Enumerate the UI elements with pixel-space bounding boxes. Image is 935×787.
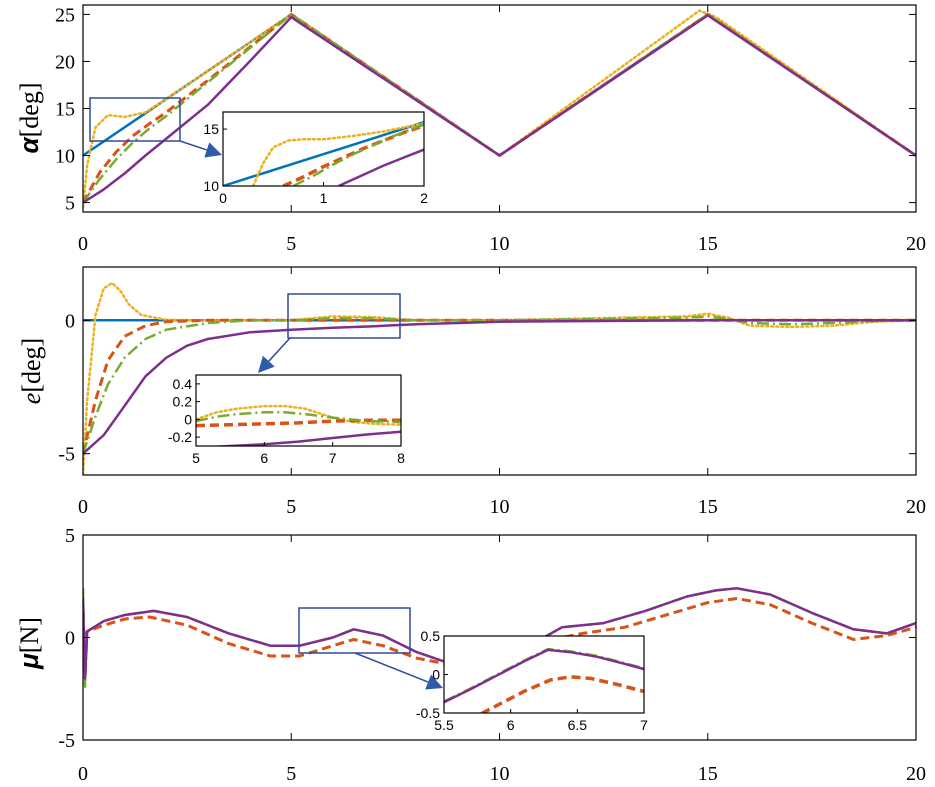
y-tick-label: 20 bbox=[55, 51, 75, 73]
zoom-arrow-line bbox=[179, 140, 208, 151]
zoom-region-box bbox=[89, 97, 181, 142]
inset-x-tick-label: 7 bbox=[329, 450, 337, 466]
x-tick-label: 15 bbox=[698, 763, 718, 785]
x-tick-label: 5 bbox=[286, 496, 296, 518]
zoom-arrow-line bbox=[268, 337, 291, 362]
inset-background bbox=[444, 636, 644, 713]
panel-1-series-3 bbox=[83, 13, 916, 204]
inset-x-tick-label: 8 bbox=[397, 450, 405, 466]
x-tick-label: 10 bbox=[490, 233, 510, 255]
inset-2-series-3 bbox=[206, 430, 401, 446]
panel-1-series-2 bbox=[83, 12, 916, 204]
y-tick-label: 10 bbox=[55, 146, 75, 168]
inset-y-tick-label: 10 bbox=[203, 178, 219, 194]
x-tick-label: 20 bbox=[906, 763, 926, 785]
inset-x-tick-label: 2 bbox=[420, 190, 428, 206]
inset-y-tick-label: 15 bbox=[203, 121, 219, 137]
y-tick-label: 5 bbox=[65, 193, 75, 215]
zoom-arrow-line bbox=[354, 652, 429, 683]
panel-2-series-1 bbox=[83, 281, 916, 475]
inset-y-tick-label: 0 bbox=[432, 667, 440, 683]
y-tick-label: 5 bbox=[65, 525, 75, 547]
y-tick-label: -5 bbox=[58, 730, 75, 752]
y-axis-label: e[deg] bbox=[17, 338, 46, 404]
y-tick-label: 0 bbox=[65, 310, 75, 332]
y-axis-label: μ[N] bbox=[14, 617, 44, 670]
inset-3: 5.5 6 6.5 7 0.5 0 -0.5 bbox=[416, 628, 648, 733]
panel-2: 0 5 10 15 20-50e[deg]5 6 7 80.40.20-0.2 bbox=[17, 266, 926, 518]
x-tick-label: 10 bbox=[490, 763, 510, 785]
inset-x-tick-label: 6 bbox=[507, 717, 515, 733]
inset-2-series-0 bbox=[196, 404, 401, 426]
inset-1-series-4 bbox=[338, 148, 424, 186]
zoom-arrow-head bbox=[204, 142, 222, 158]
y-axis-label-symbol: α bbox=[14, 135, 44, 153]
y-axis-label-unit: [N] bbox=[15, 617, 44, 653]
y-axis-label-unit: [deg] bbox=[15, 83, 44, 138]
panel-1-series-4 bbox=[83, 14, 916, 204]
x-tick-label: 10 bbox=[490, 496, 510, 518]
inset-x-tick-label: 6 bbox=[260, 450, 268, 466]
x-tick-label: 0 bbox=[78, 233, 88, 255]
y-tick-label: -5 bbox=[58, 444, 75, 466]
inset-3-series-2 bbox=[444, 648, 644, 704]
panel-2-series-3 bbox=[83, 315, 916, 455]
inset-background bbox=[223, 112, 424, 186]
inset-1: 0 1 2 10 15 bbox=[203, 111, 428, 206]
y-tick-label: 25 bbox=[55, 4, 75, 26]
zoom-region-box bbox=[287, 293, 401, 339]
inset-x-tick-label: 0 bbox=[219, 190, 227, 206]
inset-y-tick-label: 0.5 bbox=[421, 628, 441, 644]
inset-x-tick-label: 5.5 bbox=[434, 717, 454, 733]
x-tick-label: 20 bbox=[906, 233, 926, 255]
inset-y-tick-label: 0.4 bbox=[173, 376, 193, 392]
x-tick-label: 0 bbox=[78, 763, 88, 785]
inset-x-tick-label: 1 bbox=[320, 190, 328, 206]
inset-x-tick-label: 5 bbox=[192, 450, 200, 466]
inset-2-series-2 bbox=[196, 411, 401, 424]
inset-y-tick-label: -0.5 bbox=[416, 705, 440, 721]
inset-1-series-1 bbox=[251, 122, 424, 186]
inset-x-tick-label: 6.5 bbox=[568, 717, 588, 733]
x-tick-label: 5 bbox=[286, 233, 296, 255]
panel-3-series-2 bbox=[83, 587, 916, 680]
zoom-region-box bbox=[298, 607, 411, 654]
y-axis-label: α[deg] bbox=[14, 83, 44, 154]
x-tick-label: 0 bbox=[78, 496, 88, 518]
x-tick-label: 20 bbox=[906, 496, 926, 518]
inset-1-series-3 bbox=[292, 123, 424, 186]
y-axis-label-symbol: e bbox=[17, 393, 46, 405]
zoom-arrow-head bbox=[258, 355, 275, 373]
inset-2: 5 6 7 8 0.4 0.20 -0.2 bbox=[168, 374, 405, 466]
panel-3-series-0 bbox=[83, 597, 916, 668]
zoom-arrow-head bbox=[425, 674, 443, 690]
inset-y-tick-label: 0 bbox=[184, 411, 192, 427]
panel-2-series-2 bbox=[83, 318, 916, 455]
panel-1-series-1 bbox=[83, 9, 916, 209]
y-tick-label: 0 bbox=[65, 628, 75, 650]
inset-y-tick-label: 0.2 bbox=[173, 394, 193, 410]
x-tick-label: 5 bbox=[286, 763, 296, 785]
y-tick-label: 15 bbox=[55, 99, 75, 121]
y-axis-label-unit: [deg] bbox=[17, 338, 46, 393]
inset-x-tick-label: 7 bbox=[640, 717, 648, 733]
y-axis-label-symbol: μ bbox=[14, 653, 44, 670]
panel-2-series-4 bbox=[83, 319, 916, 455]
inset-y-tick-label: -0.2 bbox=[168, 429, 192, 445]
inset-3-series-0 bbox=[478, 675, 644, 713]
x-tick-label: 15 bbox=[698, 496, 718, 518]
x-tick-label: 15 bbox=[698, 233, 718, 255]
inset-frame bbox=[195, 374, 402, 447]
